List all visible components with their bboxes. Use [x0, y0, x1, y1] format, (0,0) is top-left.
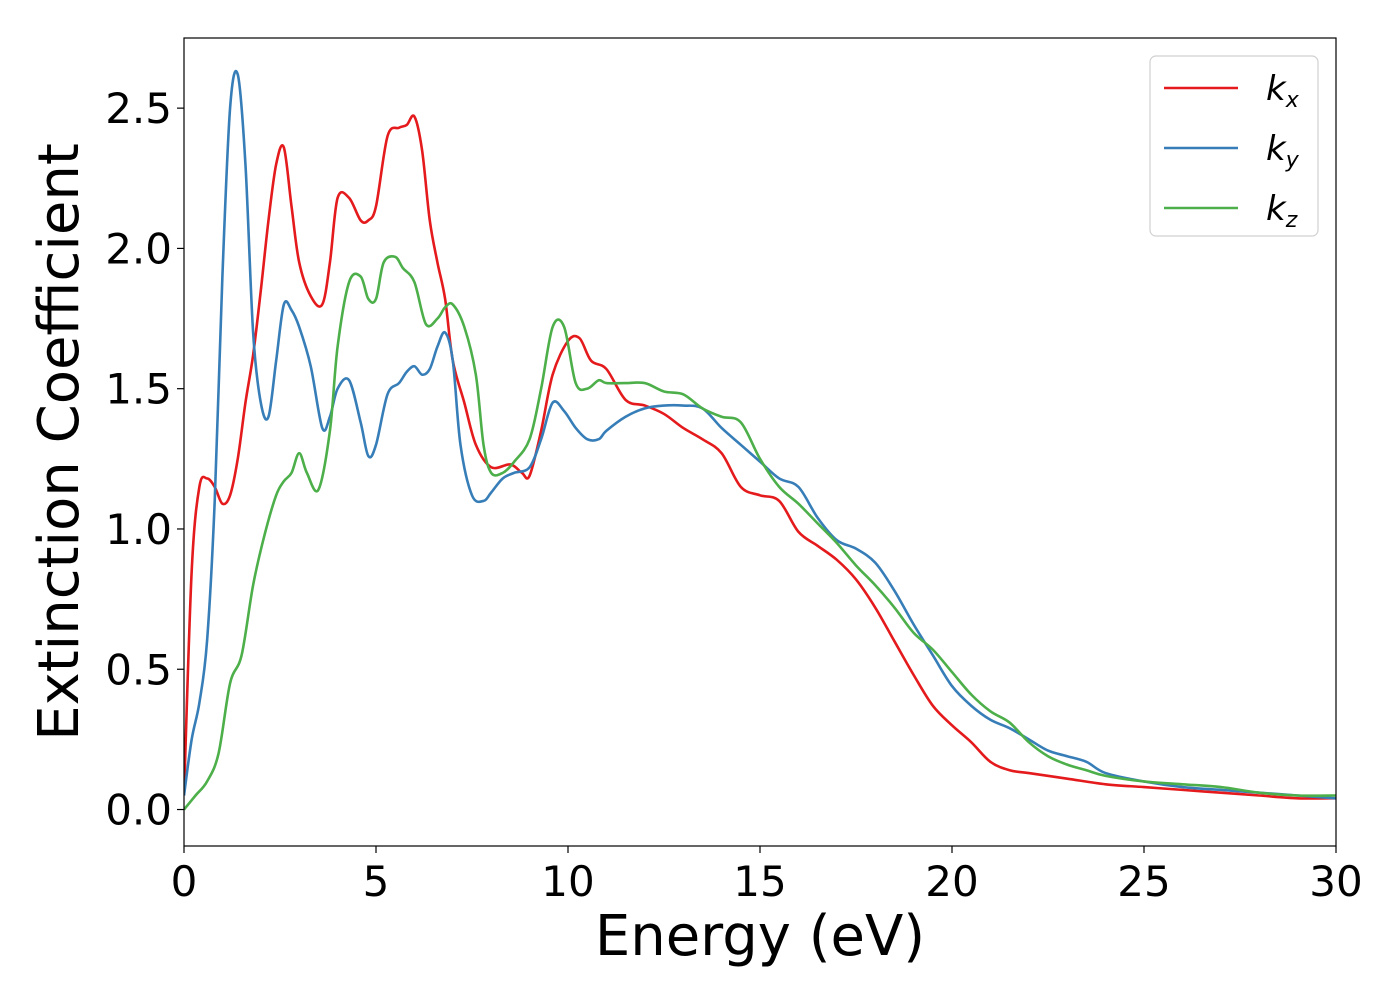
- series-line-ky: [184, 69, 1336, 800]
- x-tick-label: 0: [171, 857, 198, 906]
- series-line-kx: [184, 114, 1336, 800]
- x-tick-label: 5: [363, 857, 390, 906]
- series-line-kz: [184, 255, 1336, 811]
- series-layer: [184, 69, 1336, 811]
- legend-box: [1149, 55, 1319, 237]
- x-axis-title: Energy (eV): [595, 904, 925, 969]
- y-tick-label: 1.5: [105, 365, 172, 414]
- x-tick-label: 20: [925, 857, 978, 906]
- y-tick-label: 0.5: [105, 645, 172, 694]
- y-axis-title: Extinction Coefficient: [27, 143, 92, 741]
- y-tick-label: 2.0: [105, 224, 172, 273]
- x-tick-label: 25: [1117, 857, 1170, 906]
- y-tick-label: 2.5: [105, 84, 172, 133]
- legend-label-kz: kz: [1266, 189, 1298, 233]
- y-tick-label: 1.0: [105, 505, 172, 554]
- y-tick-label: 0.0: [105, 786, 172, 835]
- x-tick-label: 10: [541, 857, 594, 906]
- legend: kx ky kz: [1149, 55, 1319, 237]
- legend-label-ky: ky: [1266, 129, 1300, 173]
- x-axis: 0 5 10 15 20 25 30: [171, 846, 1363, 906]
- x-tick-label: 30: [1309, 857, 1362, 906]
- legend-label-kx: kx: [1266, 69, 1300, 113]
- x-tick-label: 15: [733, 857, 786, 906]
- y-axis: 0.0 0.5 1.0 1.5 2.0 2.5: [105, 84, 184, 835]
